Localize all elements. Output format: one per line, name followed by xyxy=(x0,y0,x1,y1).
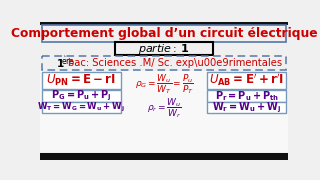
Bar xyxy=(42,25,286,42)
Text: $\mathbf{W_T = W_G = W_u + W_j}$: $\mathbf{W_T = W_G = W_u + W_j}$ xyxy=(37,101,125,114)
Text: $\mathbf{W_r = W_u + W_j}$: $\mathbf{W_r = W_u + W_j}$ xyxy=(212,101,282,115)
Bar xyxy=(42,90,121,102)
Text: $\mathit{partie}$$:\,\mathbf{1}$: $\mathit{partie}$$:\,\mathbf{1}$ xyxy=(138,42,190,56)
Bar xyxy=(40,152,288,160)
Text: bac: Sciences .M/ Sc. exp\u00e9rimentales: bac: Sciences .M/ Sc. exp\u00e9rimentale… xyxy=(68,58,282,68)
Bar xyxy=(207,72,286,89)
Bar xyxy=(42,56,286,70)
Bar xyxy=(42,102,121,113)
Bar xyxy=(207,90,286,102)
Bar xyxy=(207,102,286,113)
Text: $\mathbf{1}$: $\mathbf{1}$ xyxy=(55,57,64,69)
Text: Comportement global d’un circuit électrique: Comportement global d’un circuit électri… xyxy=(11,27,317,40)
Text: $\rho_G = \dfrac{W_u}{W_T} = \dfrac{P_u}{P_T}$: $\rho_G = \dfrac{W_u}{W_T} = \dfrac{P_u}… xyxy=(134,72,194,96)
Bar xyxy=(40,71,288,152)
Text: $\mathbf{\mathit{U}_{PN} = E - rI}$: $\mathbf{\mathit{U}_{PN} = E - rI}$ xyxy=(46,73,116,88)
Bar xyxy=(40,22,288,25)
Text: $\mathbf{P_r = P_u + P_{th}}$: $\mathbf{P_r = P_u + P_{th}}$ xyxy=(215,89,279,103)
Text: $\rho_r = \dfrac{W_u}{W_r}$: $\rho_r = \dfrac{W_u}{W_r}$ xyxy=(147,96,181,120)
Bar xyxy=(42,72,121,89)
Text: $\mathbf{P_G = P_u + P_j}$: $\mathbf{P_G = P_u + P_j}$ xyxy=(51,89,111,103)
Bar xyxy=(115,42,213,55)
Text: $\mathbf{\mathit{U}_{AB} = E' + r'I}$: $\mathbf{\mathit{U}_{AB} = E' + r'I}$ xyxy=(209,72,284,88)
Text: $\mathrm{\grave{e}re}$: $\mathrm{\grave{e}re}$ xyxy=(61,55,75,68)
